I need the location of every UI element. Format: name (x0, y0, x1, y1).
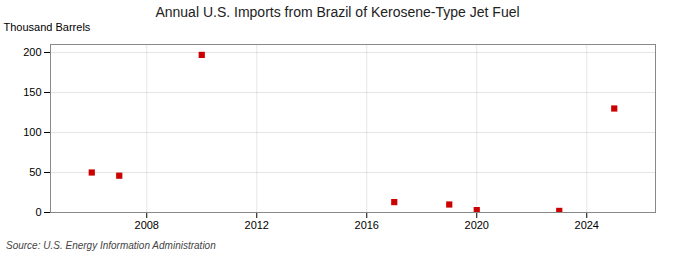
svg-text:100: 100 (23, 126, 41, 138)
html-text:Annual U.S. Imports from Brazi: Annual U.S. Imports from Brazil of Keros… (155, 4, 520, 20)
svg-text:0: 0 (35, 206, 41, 218)
svg-text:50: 50 (29, 166, 41, 178)
svg-text:Thousand Barrels: Thousand Barrels (4, 21, 91, 33)
svg-text:2016: 2016 (355, 219, 379, 231)
svg-text:200: 200 (23, 46, 41, 58)
svg-text:150: 150 (23, 86, 41, 98)
html-text:Source: U.S. Energy Informatio: Source: U.S. Energy Information Administ… (6, 240, 216, 251)
svg-text:2020: 2020 (465, 219, 489, 231)
svg-text:2008: 2008 (135, 219, 159, 231)
svg-text:2024: 2024 (575, 219, 599, 231)
svg-text:2012: 2012 (245, 219, 269, 231)
